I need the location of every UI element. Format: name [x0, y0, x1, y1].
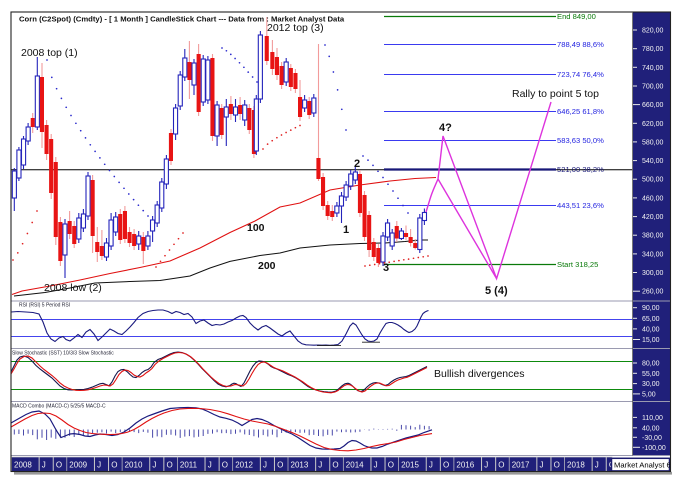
svg-text:2008 low (2): 2008 low (2) — [44, 282, 102, 294]
svg-text:O: O — [498, 461, 504, 470]
svg-text:O: O — [277, 461, 283, 470]
svg-text:55,00: 55,00 — [642, 371, 660, 378]
svg-text:-30,00: -30,00 — [642, 435, 662, 442]
svg-text:J: J — [263, 461, 267, 470]
svg-text:500,00: 500,00 — [642, 177, 664, 184]
svg-text:RSI (RSI) 5 Period RSI: RSI (RSI) 5 Period RSI — [19, 303, 70, 309]
svg-text:460,00: 460,00 — [642, 195, 664, 202]
svg-text:Start 318,25: Start 318,25 — [557, 260, 598, 269]
svg-text:Market Analyst 6: Market Analyst 6 — [614, 460, 671, 469]
svg-text:200: 200 — [258, 260, 276, 272]
svg-text:820,00: 820,00 — [642, 28, 664, 35]
svg-text:J: J — [429, 461, 433, 470]
svg-text:260,00: 260,00 — [642, 289, 664, 296]
svg-text:380,00: 380,00 — [642, 233, 664, 240]
svg-text:-100,00: -100,00 — [642, 445, 666, 452]
svg-text:5 (4): 5 (4) — [485, 285, 508, 297]
svg-text:420,00: 420,00 — [642, 214, 664, 221]
svg-text:2009: 2009 — [69, 461, 87, 470]
svg-text:J: J — [208, 461, 212, 470]
svg-text:2014: 2014 — [346, 461, 364, 470]
svg-text:580,00: 580,00 — [642, 139, 664, 146]
svg-text:700,00: 700,00 — [642, 84, 664, 91]
svg-text:Rally to point 5 top: Rally to point 5 top — [512, 88, 599, 100]
svg-text:2018: 2018 — [567, 461, 585, 470]
svg-text:O: O — [222, 461, 228, 470]
svg-text:2012: 2012 — [235, 461, 253, 470]
svg-text:15,00: 15,00 — [642, 337, 660, 344]
svg-text:40,00: 40,00 — [642, 326, 660, 333]
svg-text:J: J — [152, 461, 156, 470]
svg-text:J: J — [484, 461, 488, 470]
svg-text:660,00: 660,00 — [642, 102, 664, 109]
svg-text:521,00 38,2%: 521,00 38,2% — [557, 165, 604, 174]
svg-text:40,00: 40,00 — [642, 425, 660, 432]
svg-text:2010: 2010 — [125, 461, 143, 470]
svg-text:2017: 2017 — [512, 461, 530, 470]
svg-text:300,00: 300,00 — [642, 270, 664, 277]
svg-text:646,25 61,8%: 646,25 61,8% — [557, 107, 604, 116]
svg-text:5,00: 5,00 — [642, 391, 656, 398]
svg-text:620,00: 620,00 — [642, 121, 664, 128]
svg-text:30,00: 30,00 — [642, 381, 660, 388]
svg-text:583,63 50,0%: 583,63 50,0% — [557, 136, 604, 145]
svg-text:Corn (C2Spot) (Cmdty) - [ 1 M: Corn (C2Spot) (Cmdty) - [ 1 Month ] Cand… — [19, 15, 345, 24]
svg-text:4?: 4? — [439, 122, 452, 134]
svg-text:J: J — [97, 461, 101, 470]
svg-text:Bullish divergences: Bullish divergences — [434, 368, 524, 380]
svg-text:2015: 2015 — [401, 461, 419, 470]
svg-text:O: O — [388, 461, 394, 470]
svg-text:O: O — [554, 461, 560, 470]
svg-text:740,00: 740,00 — [642, 65, 664, 72]
svg-text:MACD Combo (MACD-C) 5/25/5 MAC: MACD Combo (MACD-C) 5/25/5 MACD-C — [12, 404, 106, 410]
svg-text:3: 3 — [383, 262, 389, 274]
svg-text:90,00: 90,00 — [642, 305, 660, 312]
svg-text:540,00: 540,00 — [642, 158, 664, 165]
svg-text:780,00: 780,00 — [642, 46, 664, 53]
svg-text:65,00: 65,00 — [642, 316, 660, 323]
svg-text:723,74 76,4%: 723,74 76,4% — [557, 70, 604, 79]
svg-text:2008: 2008 — [14, 461, 32, 470]
svg-text:2011: 2011 — [180, 461, 198, 470]
svg-text:O: O — [111, 461, 117, 470]
svg-text:1: 1 — [343, 224, 349, 236]
svg-text:100: 100 — [247, 222, 265, 234]
svg-text:J: J — [595, 461, 599, 470]
svg-text:J: J — [374, 461, 378, 470]
svg-text:End 849,00: End 849,00 — [557, 12, 596, 21]
svg-text:80,00: 80,00 — [642, 361, 660, 368]
svg-text:2013: 2013 — [291, 461, 309, 470]
svg-text:J: J — [540, 461, 544, 470]
svg-text:O: O — [443, 461, 449, 470]
svg-text:2016: 2016 — [456, 461, 474, 470]
svg-text:O: O — [56, 461, 62, 470]
svg-text:O: O — [167, 461, 173, 470]
svg-text:O: O — [332, 461, 338, 470]
svg-text:788,49 88,6%: 788,49 88,6% — [557, 40, 604, 49]
svg-text:J: J — [318, 461, 322, 470]
svg-text:443,51 23,6%: 443,51 23,6% — [557, 201, 604, 210]
svg-text:110,00: 110,00 — [642, 415, 663, 422]
svg-text:2012 top (3): 2012 top (3) — [267, 22, 324, 34]
svg-text:340,00: 340,00 — [642, 251, 664, 258]
svg-text:2008 top (1): 2008 top (1) — [21, 47, 78, 59]
svg-text:J: J — [42, 461, 46, 470]
svg-text:2: 2 — [354, 158, 360, 170]
svg-text:Slow Stochastic (SST) 10/3/3 S: Slow Stochastic (SST) 10/3/3 Slow Stocha… — [12, 351, 114, 357]
